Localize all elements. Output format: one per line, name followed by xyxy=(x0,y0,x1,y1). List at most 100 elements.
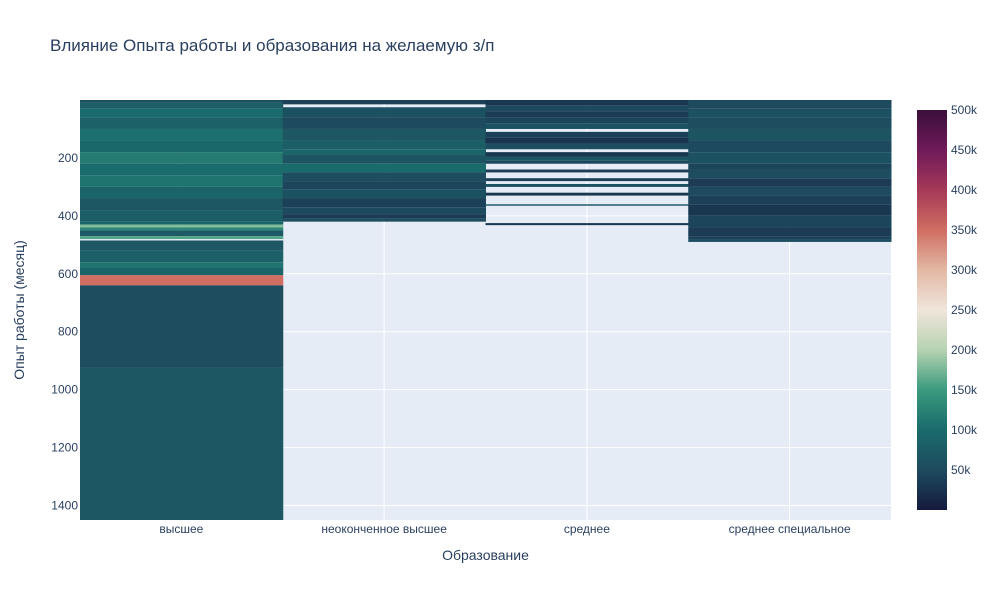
heatmap-cell xyxy=(80,224,284,228)
heatmap-cell xyxy=(688,117,892,129)
heatmap-cell xyxy=(485,178,689,182)
heatmap-cell xyxy=(80,163,284,176)
heatmap-cell xyxy=(688,195,892,205)
heatmap-cell xyxy=(282,128,486,141)
heatmap-cell xyxy=(282,117,486,129)
heatmap-cell xyxy=(485,117,689,124)
heatmap-cell xyxy=(80,117,284,129)
y-tick-label: 1000 xyxy=(51,383,78,397)
heatmap-cell xyxy=(80,100,284,103)
heatmap-cell xyxy=(688,169,892,179)
heatmap-cell xyxy=(80,262,284,268)
heatmap-cell xyxy=(80,221,284,225)
heatmap-cell xyxy=(80,227,284,231)
heatmap-cell xyxy=(80,152,284,164)
heatmap-cell xyxy=(688,227,892,237)
heatmap-cell xyxy=(282,149,486,156)
heatmap-cell xyxy=(485,192,689,196)
heatmap-cell xyxy=(80,102,284,109)
heatmap-cell xyxy=(688,152,892,164)
heatmap-cell xyxy=(282,163,486,173)
heatmap-cell xyxy=(688,236,892,240)
heatmap-cell xyxy=(688,186,892,196)
colorbar-tick-label: 300k xyxy=(951,263,978,277)
heatmap-cell xyxy=(80,140,284,153)
y-tick-label: 1200 xyxy=(51,441,78,455)
heatmap-cell xyxy=(80,128,284,141)
y-tick-label: 200 xyxy=(58,151,78,165)
heatmap-cell xyxy=(485,152,689,157)
heatmap-cell xyxy=(80,108,284,118)
heatmap-cell xyxy=(80,367,284,520)
heatmap-cells xyxy=(80,100,892,520)
heatmap-cell xyxy=(282,155,486,164)
heatmap-cell xyxy=(80,236,284,240)
heatmap-cell xyxy=(485,111,689,118)
colorbar-tick-label: 100k xyxy=(951,423,978,437)
heatmap-cell xyxy=(688,128,892,141)
x-tick-label: высшее xyxy=(159,522,203,536)
x-tick-label: среднее xyxy=(564,522,610,536)
y-axis-title: Опыт работы (месяц) xyxy=(11,240,27,380)
heatmap-cell xyxy=(485,105,689,112)
colorbar-tick-label: 350k xyxy=(951,223,978,237)
colorbar-tick-label: 450k xyxy=(951,143,978,157)
colorbar-tick-label: 50k xyxy=(951,463,971,477)
heatmap-cell xyxy=(688,204,892,216)
heatmap-cell xyxy=(282,181,486,190)
heatmap-cell xyxy=(688,239,892,242)
heatmap-cell xyxy=(485,160,689,164)
y-tick-label: 400 xyxy=(58,209,78,223)
heatmap-cell xyxy=(688,163,892,170)
heatmap-cell xyxy=(80,186,284,199)
heatmap-cell xyxy=(282,214,486,219)
heatmap-cell xyxy=(485,143,689,150)
heatmap-cell xyxy=(80,268,284,276)
heatmap-cell xyxy=(485,123,689,129)
heatmap-cell xyxy=(80,198,284,211)
colorbar-tick-label: 400k xyxy=(951,183,978,197)
heatmap-cell xyxy=(80,210,284,222)
heatmap-cell xyxy=(485,204,689,206)
y-tick-label: 1400 xyxy=(51,499,78,513)
heatmap-cell xyxy=(485,100,689,106)
x-tick-label: неоконченное высшее xyxy=(321,522,447,536)
heatmap-cell xyxy=(485,137,689,144)
colorbar-tick-label: 200k xyxy=(951,343,978,357)
heatmap-cell xyxy=(282,172,486,182)
colorbar-tick-label: 500k xyxy=(951,103,978,117)
colorbar-ticks: 50k 100k 150k 200k 250k 300k 350k 400k 450k 500k xyxy=(951,103,978,477)
heatmap-cell xyxy=(80,275,284,286)
heatmap-cell xyxy=(282,107,486,118)
heatmap-cell xyxy=(688,178,892,187)
colorbar xyxy=(917,110,947,510)
heatmap-cell xyxy=(688,108,892,118)
x-axis-ticks: высшее неоконченное высшее среднее среднее … xyxy=(159,522,851,536)
x-axis-title: Образование xyxy=(442,547,529,563)
colorbar-tick-label: 250k xyxy=(951,303,978,317)
heatmap-cell xyxy=(485,223,689,226)
heatmap-cell xyxy=(80,175,284,187)
heatmap-cell xyxy=(80,250,284,263)
heatmap-cell xyxy=(282,218,486,222)
heatmap-cell xyxy=(282,100,486,105)
heatmap-cell xyxy=(485,131,689,138)
heatmap-cell xyxy=(688,140,892,153)
heatmap-cell xyxy=(282,189,486,199)
colorbar-tick-label: 150k xyxy=(951,383,978,397)
heatmap-cell xyxy=(485,156,689,161)
heatmap-cell xyxy=(80,230,284,237)
x-tick-label: среднее специальное xyxy=(729,522,851,536)
heatmap-cell xyxy=(688,215,892,228)
heatmap-cell xyxy=(80,285,284,368)
chart-title: Влияние Опыта работы и образования на же… xyxy=(50,36,494,55)
heatmap-cell xyxy=(485,184,689,187)
y-tick-label: 800 xyxy=(58,325,78,339)
heatmap-cell xyxy=(282,207,486,215)
y-tick-label: 600 xyxy=(58,267,78,281)
heatmap-cell xyxy=(688,100,892,109)
heatmap-cell xyxy=(282,198,486,208)
heatmap-cell xyxy=(485,169,689,173)
